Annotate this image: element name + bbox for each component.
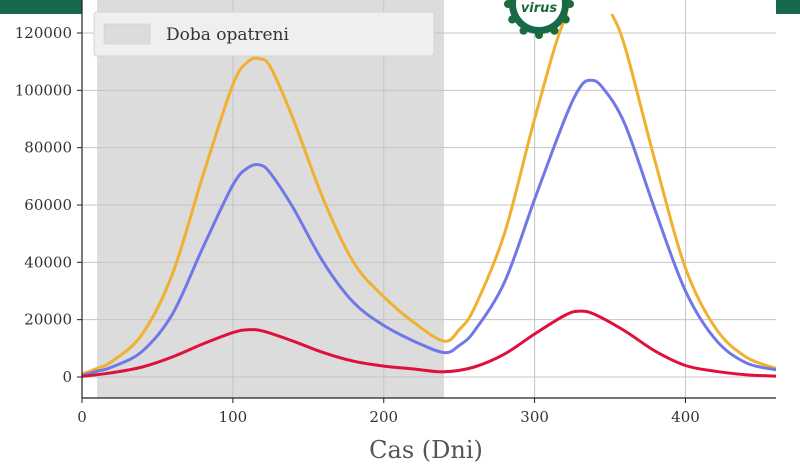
x-axis-title: Cas (Dni) — [369, 436, 483, 464]
series-line-1 — [82, 14, 776, 376]
logo-gear-tooth — [566, 0, 574, 8]
y-tick-layer: 0 20000 40000 60000 80000 100000 120000 — [15, 24, 82, 386]
x-tick-label: 200 — [369, 408, 398, 426]
y-tick-label: 0 — [62, 368, 72, 386]
x-tick-layer: 0 100 200 300 400 — [77, 398, 700, 426]
legend: Doba opatreni — [93, 11, 435, 57]
legend-label: Doba opatreni — [166, 25, 290, 45]
y-tick-label: 100000 — [15, 81, 72, 99]
logo-text: virus — [521, 1, 558, 16]
y-tick-label: 80000 — [24, 139, 72, 157]
y-tick-label: 120000 — [15, 24, 72, 42]
logo-gear-tooth — [508, 15, 517, 24]
y-tick-label: 60000 — [24, 196, 72, 214]
logo-center — [516, 0, 562, 27]
series-layer — [82, 14, 776, 378]
logo-gear-tooth — [519, 26, 528, 35]
legend-swatch — [103, 23, 151, 45]
y-tick-label: 20000 — [24, 311, 72, 329]
shaded-region-layer — [97, 0, 445, 398]
logo-gear-tooth — [550, 26, 559, 35]
legend-box — [93, 11, 435, 57]
series-line-3 — [82, 309, 776, 378]
logo-gear-teeth — [504, 0, 574, 39]
shaded-region — [97, 0, 445, 398]
series-line-2 — [82, 78, 776, 378]
logo-gear-tooth — [561, 15, 570, 24]
x-tick-label: 400 — [671, 408, 700, 426]
x-tick-label: 100 — [219, 408, 248, 426]
x-tick-label: 300 — [520, 408, 549, 426]
logo-gear-tooth — [535, 31, 543, 39]
y-tick-label: 40000 — [24, 253, 72, 271]
x-tick-label: 0 — [77, 408, 87, 426]
virus-logo-icon: virus — [504, 0, 574, 39]
logo-gear-tooth — [504, 0, 512, 8]
